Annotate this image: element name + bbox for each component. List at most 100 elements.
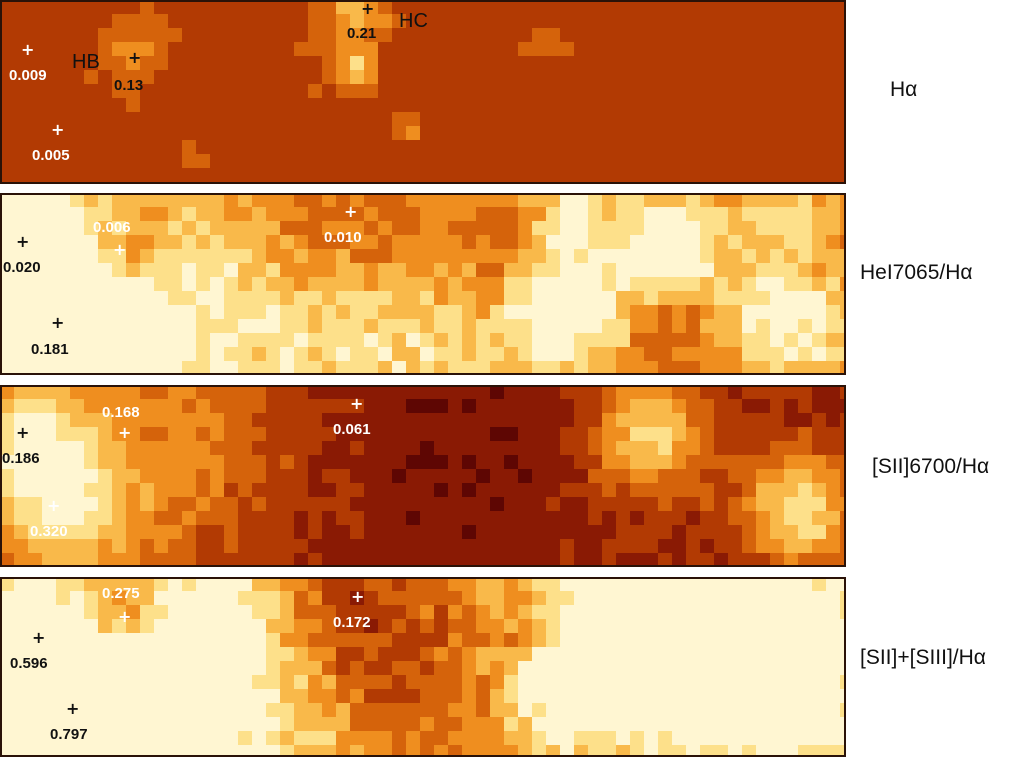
heatmap-cell — [98, 661, 113, 676]
heatmap-cell — [518, 305, 533, 320]
heatmap-cell — [98, 703, 113, 718]
heatmap-cell — [756, 84, 771, 99]
heatmap-cell — [28, 207, 43, 222]
heatmap-cell — [742, 553, 757, 567]
heatmap-cell — [364, 399, 379, 414]
heatmap-cell — [336, 605, 351, 620]
heatmap-cell — [14, 14, 29, 29]
heatmap-cell — [812, 14, 827, 29]
heatmap-cell — [504, 154, 519, 169]
heatmap-cell — [42, 441, 57, 456]
heatmap-cell — [630, 140, 645, 155]
heatmap-cell — [420, 98, 435, 113]
heatmap-cell — [518, 399, 533, 414]
heatmap-cell — [532, 647, 547, 662]
heatmap-cell — [0, 263, 15, 278]
heatmap-cell — [42, 703, 57, 718]
heatmap-cell — [504, 441, 519, 456]
heatmap-cell — [196, 28, 211, 43]
heatmap-cell — [378, 427, 393, 442]
heatmap-cell — [0, 305, 15, 320]
heatmap-cell — [700, 689, 715, 704]
heatmap-cell — [742, 717, 757, 732]
heatmap-cell — [672, 14, 687, 29]
heatmap-cell — [14, 703, 29, 718]
heatmap-cell — [462, 469, 477, 484]
heatmap-cell — [728, 347, 743, 362]
heatmap-cell — [308, 235, 323, 250]
heatmap-cell — [784, 539, 799, 554]
heatmap-cell — [336, 647, 351, 662]
heatmap-cell — [560, 605, 575, 620]
heatmap-cell — [336, 126, 351, 141]
heatmap-cell — [574, 42, 589, 57]
heatmap-cell — [504, 70, 519, 85]
heatmap-cell — [448, 647, 463, 662]
heatmap-cell — [196, 441, 211, 456]
heatmap-cell — [742, 154, 757, 169]
heatmap-cell — [518, 235, 533, 250]
heatmap-cell — [224, 305, 239, 320]
heatmap-cell — [252, 70, 267, 85]
heatmap-cell — [238, 605, 253, 620]
heatmap-cell — [602, 605, 617, 620]
heatmap-cell — [504, 483, 519, 498]
heatmap-cell — [168, 661, 183, 676]
heatmap-cell — [798, 0, 813, 15]
heatmap-cell — [728, 605, 743, 620]
heatmap-cell — [28, 553, 43, 567]
heatmap-cell — [322, 675, 337, 690]
heatmap-cell — [770, 605, 785, 620]
heatmap-cell — [364, 731, 379, 746]
heatmap-cell — [798, 361, 813, 375]
heatmap-cell — [476, 126, 491, 141]
heatmap-cell — [364, 193, 379, 208]
heatmap-cell — [518, 619, 533, 634]
heatmap-cell — [686, 305, 701, 320]
heatmap-cell — [420, 126, 435, 141]
heatmap-cell — [588, 385, 603, 400]
heatmap-cell — [490, 0, 505, 15]
heatmap-cell — [168, 333, 183, 348]
heatmap-cell — [252, 661, 267, 676]
heatmap-cell — [728, 28, 743, 43]
heatmap-cell — [70, 182, 85, 184]
heatmap-cell — [812, 745, 827, 757]
heatmap-cell — [686, 140, 701, 155]
heatmap-cell — [686, 605, 701, 620]
heatmap-cell — [210, 675, 225, 690]
heatmap-cell — [476, 427, 491, 442]
heatmap-cell — [112, 731, 127, 746]
heatmap-cell — [840, 745, 846, 757]
heatmap-cell — [252, 305, 267, 320]
heatmap-cell — [756, 126, 771, 141]
heatmap-cell — [840, 539, 846, 554]
heatmap-cell — [126, 84, 141, 99]
heatmap-cell — [140, 263, 155, 278]
heatmap-cell — [658, 413, 673, 428]
heatmap-cell — [98, 497, 113, 512]
heatmap-cell — [252, 441, 267, 456]
heatmap-cell — [168, 591, 183, 606]
heatmap-cell — [560, 427, 575, 442]
heatmap-cell — [252, 207, 267, 222]
heatmap-cell — [182, 661, 197, 676]
heatmap-cell — [112, 347, 127, 362]
heatmap-cell — [14, 249, 29, 264]
heatmap-cell — [504, 361, 519, 375]
heatmap-cell — [434, 717, 449, 732]
heatmap-cell — [266, 731, 281, 746]
heatmap-cell — [182, 399, 197, 414]
heatmap-cell — [714, 56, 729, 71]
heatmap-cell — [392, 427, 407, 442]
heatmap-cell — [210, 525, 225, 540]
heatmap-cell — [168, 84, 183, 99]
heatmap-cell — [518, 361, 533, 375]
heatmap-cell — [42, 112, 57, 127]
heatmap-cell — [336, 591, 351, 606]
heatmap-cell — [196, 647, 211, 662]
heatmap-cell — [378, 633, 393, 648]
heatmap-cell — [98, 305, 113, 320]
heatmap-cell — [588, 168, 603, 183]
heatmap-cell — [98, 483, 113, 498]
